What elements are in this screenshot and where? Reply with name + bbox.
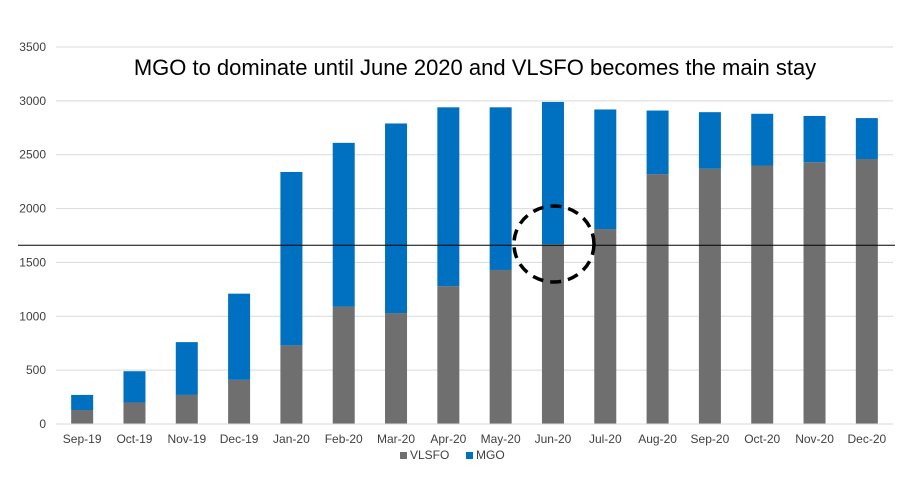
y-tick-label: 3000 xyxy=(19,94,46,108)
legend-label-mgo: MGO xyxy=(476,448,505,462)
bar-mgo-may-20 xyxy=(489,107,512,270)
x-tick-label: Oct-20 xyxy=(744,432,780,446)
bar-mgo-sep-19 xyxy=(71,394,94,410)
bar-mgo-jun-20 xyxy=(541,101,564,245)
y-tick-label: 2000 xyxy=(19,202,46,216)
bars xyxy=(71,101,878,425)
bar-vlsfo-jun-20 xyxy=(541,244,564,424)
y-tick-label: 1500 xyxy=(19,255,46,269)
legend-swatch-mgo xyxy=(466,452,473,459)
highlight-circle xyxy=(512,204,596,284)
x-tick-label: Oct-19 xyxy=(116,432,152,446)
y-tick-label: 2500 xyxy=(19,148,46,162)
legend: VLSFO MGO xyxy=(400,448,505,462)
bar-vlsfo-dec-20 xyxy=(855,159,878,424)
x-tick-label: Nov-19 xyxy=(167,432,206,446)
bar-vlsfo-may-20 xyxy=(489,269,512,424)
bar-mgo-sep-20 xyxy=(698,112,721,169)
bar-vlsfo-nov-20 xyxy=(803,162,826,425)
bar-vlsfo-apr-20 xyxy=(437,286,460,424)
x-tick-label: Jan-20 xyxy=(273,432,310,446)
bar-mgo-nov-20 xyxy=(803,115,826,163)
x-tick-label: Sep-19 xyxy=(63,432,102,446)
bar-vlsfo-nov-19 xyxy=(175,394,198,424)
grid-lines xyxy=(56,46,893,371)
bar-vlsfo-sep-19 xyxy=(71,409,94,424)
bar-mgo-mar-20 xyxy=(385,123,408,314)
bar-vlsfo-oct-19 xyxy=(123,402,146,424)
x-tick-label: Feb-20 xyxy=(325,432,363,446)
x-tick-label: Nov-20 xyxy=(795,432,834,446)
bar-vlsfo-aug-20 xyxy=(646,174,669,424)
y-tick-label: 500 xyxy=(26,363,46,377)
y-axis-tick-labels: 0 500 1000 1500 2000 2500 3000 3500 xyxy=(19,40,46,431)
bar-vlsfo-dec-19 xyxy=(228,379,251,424)
bar-vlsfo-oct-20 xyxy=(751,165,774,424)
bar-vlsfo-jul-20 xyxy=(594,229,617,424)
bar-mgo-jan-20 xyxy=(280,171,303,346)
x-tick-label: Apr-20 xyxy=(430,432,466,446)
x-tick-label: Dec-19 xyxy=(220,432,259,446)
bar-mgo-nov-19 xyxy=(175,342,198,395)
legend-swatch-vlsfo xyxy=(400,452,407,459)
bar-vlsfo-feb-20 xyxy=(332,306,355,424)
y-tick-label: 0 xyxy=(39,417,46,431)
bar-mgo-oct-20 xyxy=(751,113,774,166)
bar-mgo-aug-20 xyxy=(646,110,669,175)
bar-mgo-oct-19 xyxy=(123,371,146,403)
x-tick-label: Dec-20 xyxy=(848,432,887,446)
bar-mgo-feb-20 xyxy=(332,142,355,307)
bar-vlsfo-sep-20 xyxy=(698,168,721,424)
x-tick-label: Jun-20 xyxy=(535,432,572,446)
x-tick-label: Aug-20 xyxy=(638,432,677,446)
x-axis-tick-labels: Sep-19 Oct-19 Nov-19 Dec-19 Jan-20 Feb-20 Mar-… xyxy=(63,432,887,446)
bar-mgo-jul-20 xyxy=(594,109,617,230)
y-tick-label: 1000 xyxy=(19,309,46,323)
bar-mgo-dec-19 xyxy=(228,293,251,380)
x-tick-label: Mar-20 xyxy=(377,432,415,446)
bar-vlsfo-jan-20 xyxy=(280,345,303,424)
bar-mgo-apr-20 xyxy=(437,107,460,287)
chart-title: MGO to dominate until June 2020 and VLSF… xyxy=(134,55,816,80)
x-tick-label: Jul-20 xyxy=(589,432,622,446)
bar-mgo-dec-20 xyxy=(855,118,878,160)
legend-label-vlsfo: VLSFO xyxy=(410,448,449,462)
y-tick-label: 3500 xyxy=(19,40,46,54)
x-tick-label: Sep-20 xyxy=(691,432,730,446)
bar-vlsfo-mar-20 xyxy=(385,313,408,424)
x-tick-label: May-20 xyxy=(481,432,521,446)
